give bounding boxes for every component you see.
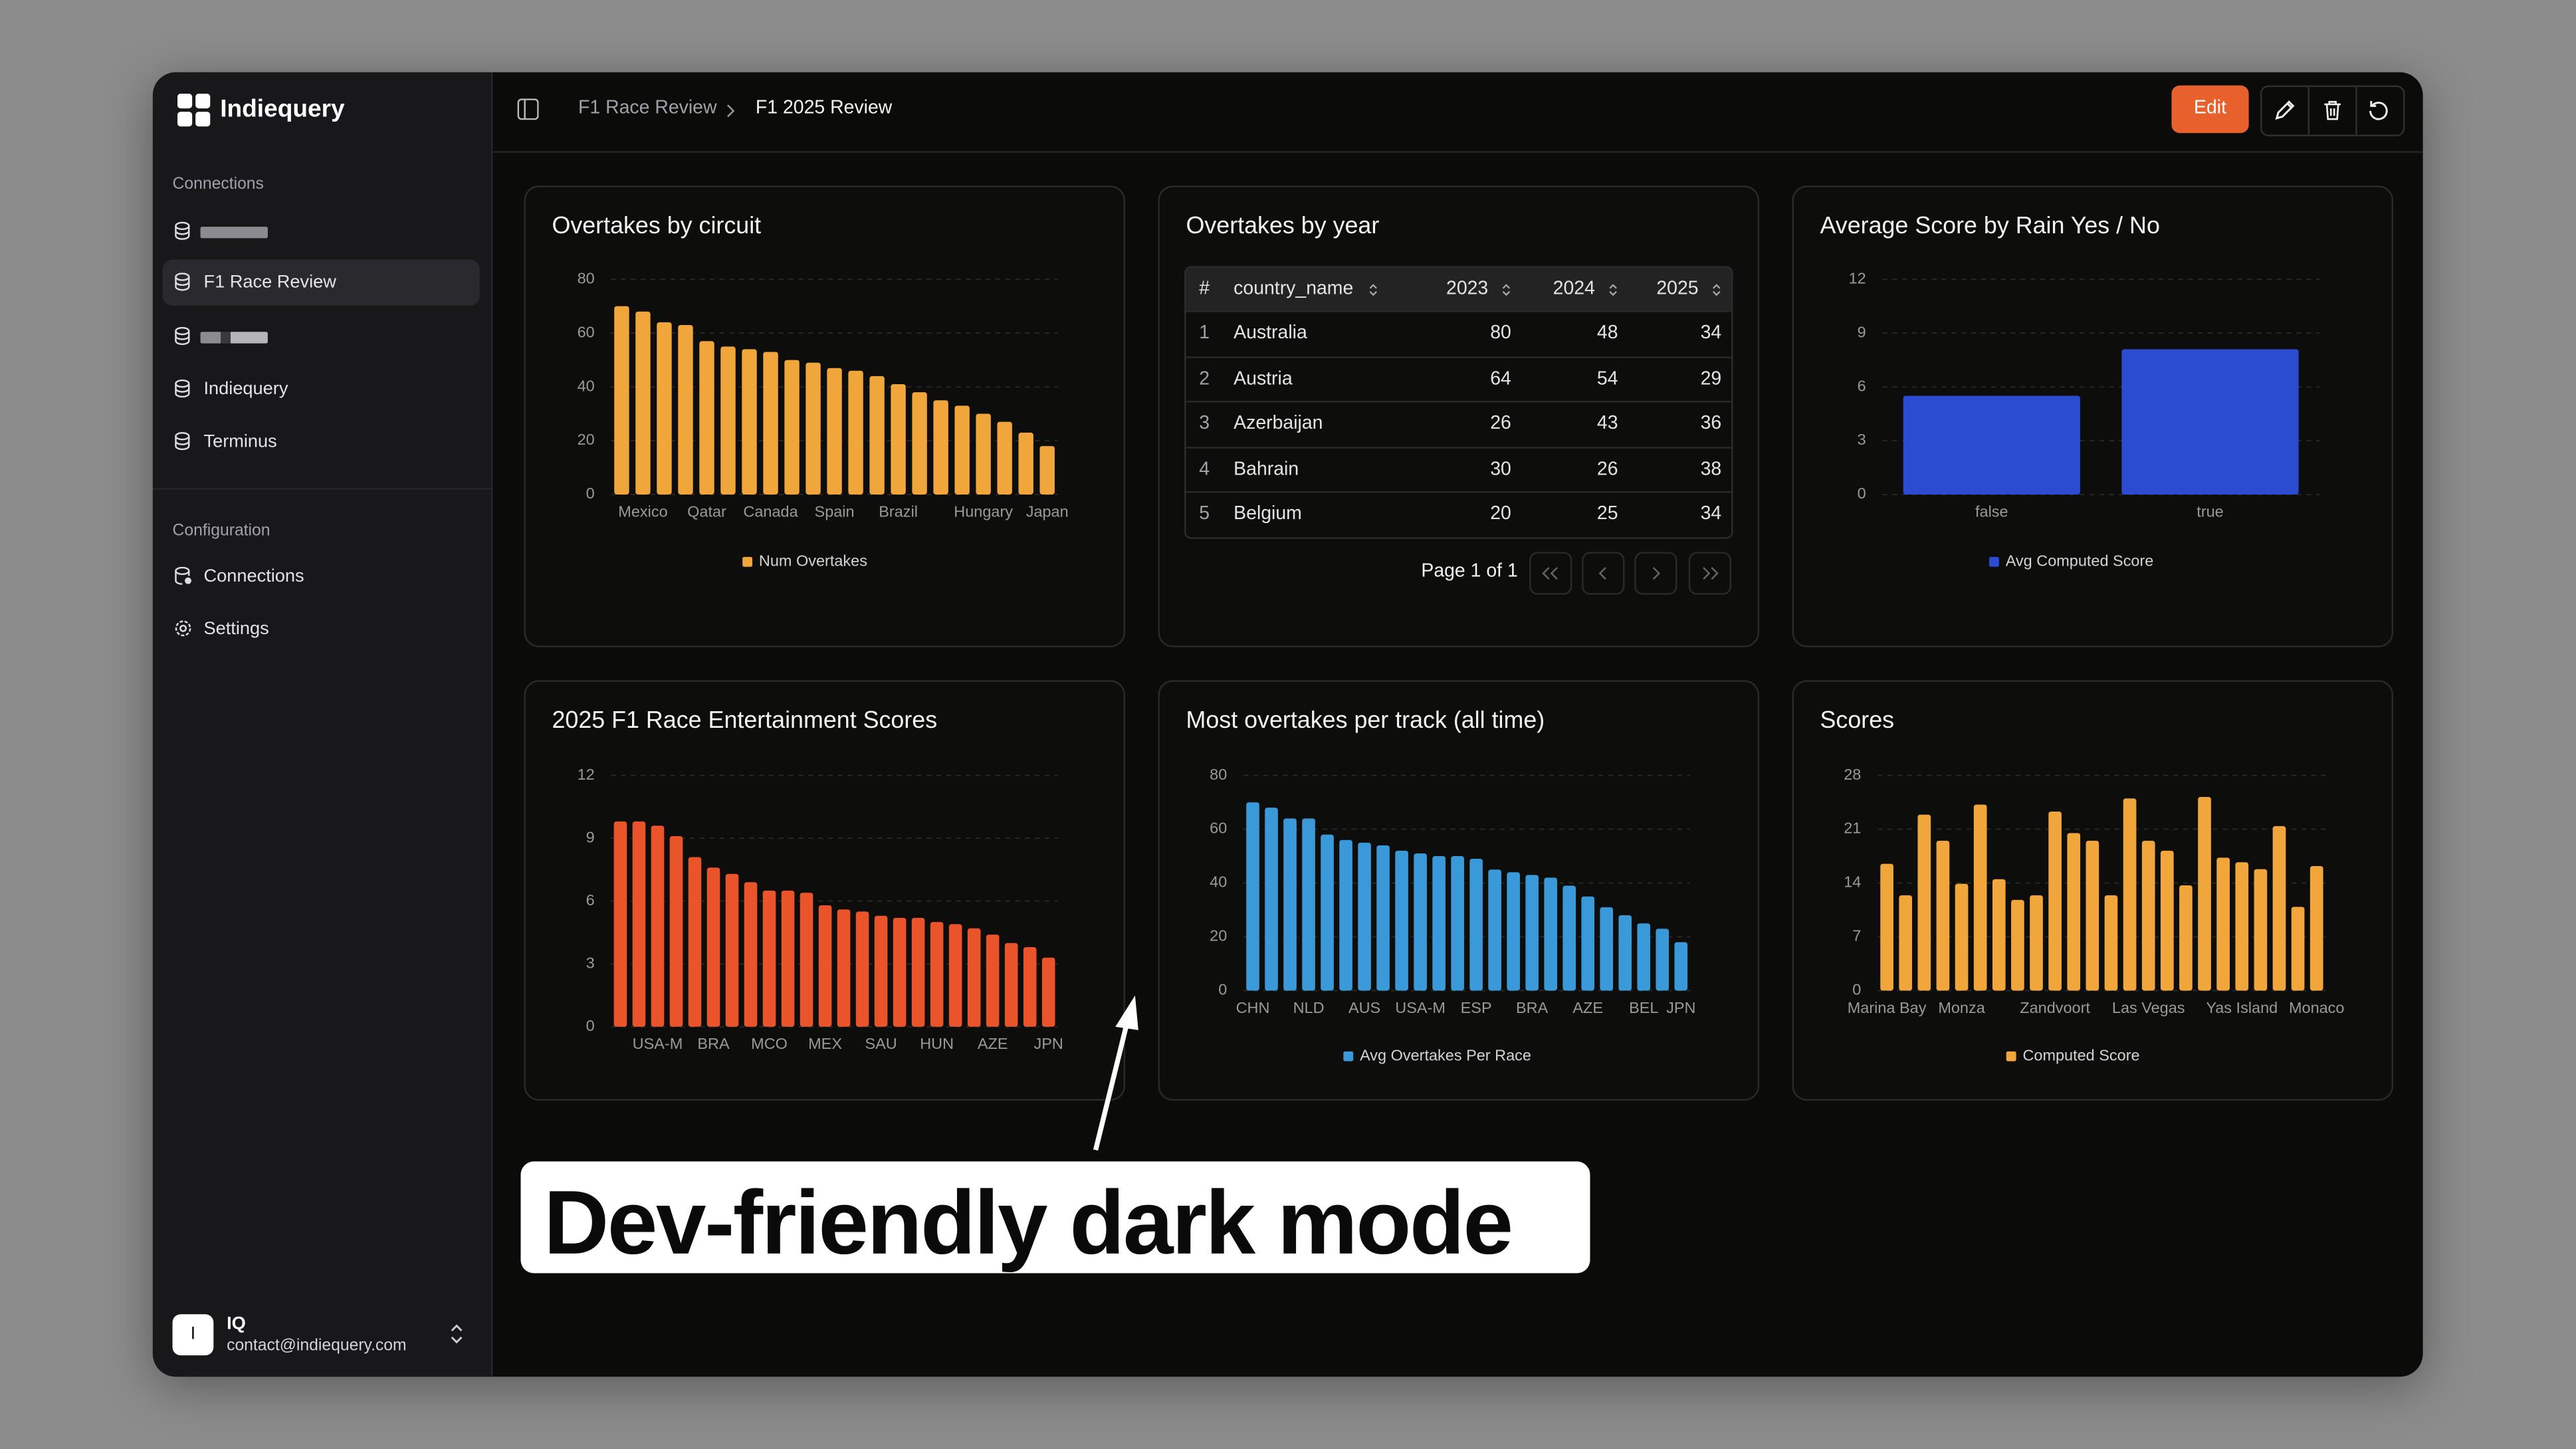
table-cell: Belgium — [1234, 504, 1302, 525]
user-email: contact@indiequery.com — [227, 1337, 407, 1356]
nav-item[interactable]: Settings — [163, 606, 480, 652]
table-cell: 36 — [1700, 414, 1722, 434]
sort-icon[interactable] — [1368, 282, 1378, 297]
user-name: IQ — [227, 1314, 246, 1334]
table-card: Overtakes by year — [1158, 185, 1760, 647]
callout: Dev-friendly dark mode — [520, 1161, 1590, 1274]
connection-label: F1 Race Review — [203, 273, 336, 292]
table-cell: 1 — [1199, 323, 1210, 344]
column-header: 2023 — [1446, 279, 1511, 299]
connection-item[interactable]: F1 Race Review — [162, 259, 480, 306]
card-title: Scores — [1820, 708, 1895, 734]
table-cell: 2 — [1199, 369, 1210, 389]
table-cell: 64 — [1490, 369, 1511, 389]
table-row: 2 Austria 64 54 29 — [1186, 356, 1732, 401]
table-cell: 30 — [1490, 459, 1511, 480]
table-cell: 43 — [1596, 414, 1618, 434]
section-heading: Connections — [172, 175, 264, 194]
table-cell: 29 — [1700, 369, 1722, 389]
breadcrumb-separator — [727, 104, 735, 118]
table-cell: Bahrain — [1234, 459, 1299, 480]
table-row: 5 Belgium 20 25 34 — [1186, 491, 1732, 537]
delete-button[interactable] — [2321, 98, 2344, 122]
divider — [152, 488, 492, 490]
sort-icon[interactable] — [1608, 282, 1618, 297]
edit-button[interactable]: Edit — [2171, 85, 2249, 134]
sidebar-toggle[interactable] — [517, 98, 539, 120]
connection-item[interactable]: Indiequery — [163, 366, 480, 412]
table-cell: 26 — [1596, 459, 1618, 480]
table-cell: 34 — [1700, 323, 1722, 344]
sort-icon[interactable] — [1501, 282, 1511, 297]
sidebar: Indiequery Connections F1 Race Review In… — [152, 72, 493, 1377]
table-cell: Australia — [1234, 323, 1307, 344]
breadcrumb-current: F1 2025 Review — [755, 98, 893, 118]
connection-item[interactable]: Terminus — [163, 419, 480, 465]
nav-label: Settings — [203, 619, 269, 639]
rename-button[interactable] — [2274, 98, 2297, 122]
refresh-button[interactable] — [2367, 98, 2391, 122]
avatar-initial: I — [190, 1324, 196, 1344]
table-cell: 20 — [1490, 504, 1511, 525]
breadcrumb-link[interactable]: F1 Race Review — [578, 98, 717, 118]
chart-card: Most overtakes per track (all time) — [1158, 680, 1760, 1101]
chart-card: Overtakes by circuit — [524, 185, 1126, 647]
table-row: 3 Azerbaijan 26 43 36 — [1186, 401, 1732, 447]
chart-card: Average Score by Rain Yes / No — [1792, 185, 2394, 647]
sort-icon[interactable] — [1711, 282, 1721, 297]
nav-label: Connections — [203, 566, 304, 587]
action-group — [2260, 85, 2405, 137]
table-header: # country_name 2023 2024 2025 — [1186, 267, 1732, 311]
table-row: 4 Bahrain 30 26 38 — [1186, 446, 1732, 492]
user-menu-toggle[interactable] — [450, 1324, 463, 1344]
card-title: 2025 F1 Race Entertainment Scores — [552, 708, 938, 734]
table-cell: Azerbaijan — [1234, 414, 1323, 434]
table-cell: 25 — [1596, 504, 1618, 525]
column-header: 2024 — [1553, 279, 1617, 299]
table-cell: 5 — [1199, 504, 1210, 525]
section-heading: Configuration — [172, 522, 270, 541]
column-header: country_name — [1234, 279, 1377, 299]
column-header: 2025 — [1656, 279, 1721, 299]
table-cell: 54 — [1596, 369, 1618, 389]
table-cell: 80 — [1490, 323, 1511, 344]
table-cell: 38 — [1700, 459, 1722, 480]
chart-card: 2025 F1 Race Entertainment Scores — [524, 680, 1126, 1101]
card-title: Average Score by Rain Yes / No — [1820, 213, 2160, 240]
card-title: Most overtakes per track (all time) — [1186, 708, 1545, 734]
callout-text: Dev-friendly dark mode — [544, 1171, 1513, 1274]
connection-label: Indiequery — [203, 379, 288, 399]
next-page-button[interactable] — [1634, 552, 1677, 595]
edit-label: Edit — [2194, 98, 2227, 118]
data-table: # country_name 2023 2024 2025 1 Australia 80 48 3… — [1184, 266, 1733, 539]
table-cell: 3 — [1199, 414, 1210, 434]
avatar: I — [172, 1314, 214, 1356]
card-title: Overtakes by year — [1186, 213, 1380, 240]
logo-icon — [177, 93, 211, 127]
connection-label: Terminus — [203, 432, 277, 452]
table-cell: 48 — [1596, 323, 1618, 344]
prev-page-button[interactable] — [1582, 552, 1625, 595]
table-cell: 26 — [1490, 414, 1511, 434]
table-cell: 34 — [1700, 504, 1722, 525]
connection-item[interactable] — [163, 209, 480, 255]
last-page-button[interactable] — [1688, 552, 1732, 595]
chart-card: Scores — [1792, 680, 2394, 1101]
header: F1 Race Review F1 2025 Review Edit — [491, 72, 2423, 153]
first-page-button[interactable] — [1529, 552, 1572, 595]
connection-item[interactable] — [163, 314, 480, 360]
brand: Indiequery — [220, 95, 345, 124]
table-row: 1 Australia 80 48 34 — [1186, 310, 1732, 356]
pagination-label: Page 1 of 1 — [1421, 562, 1518, 582]
table-cell: Austria — [1234, 369, 1293, 389]
card-title: Overtakes by circuit — [552, 213, 762, 240]
callout-arrow — [1093, 995, 1138, 1151]
table-cell: 4 — [1199, 459, 1210, 480]
nav-item[interactable]: Connections — [163, 554, 480, 600]
column-header: # — [1199, 279, 1210, 299]
